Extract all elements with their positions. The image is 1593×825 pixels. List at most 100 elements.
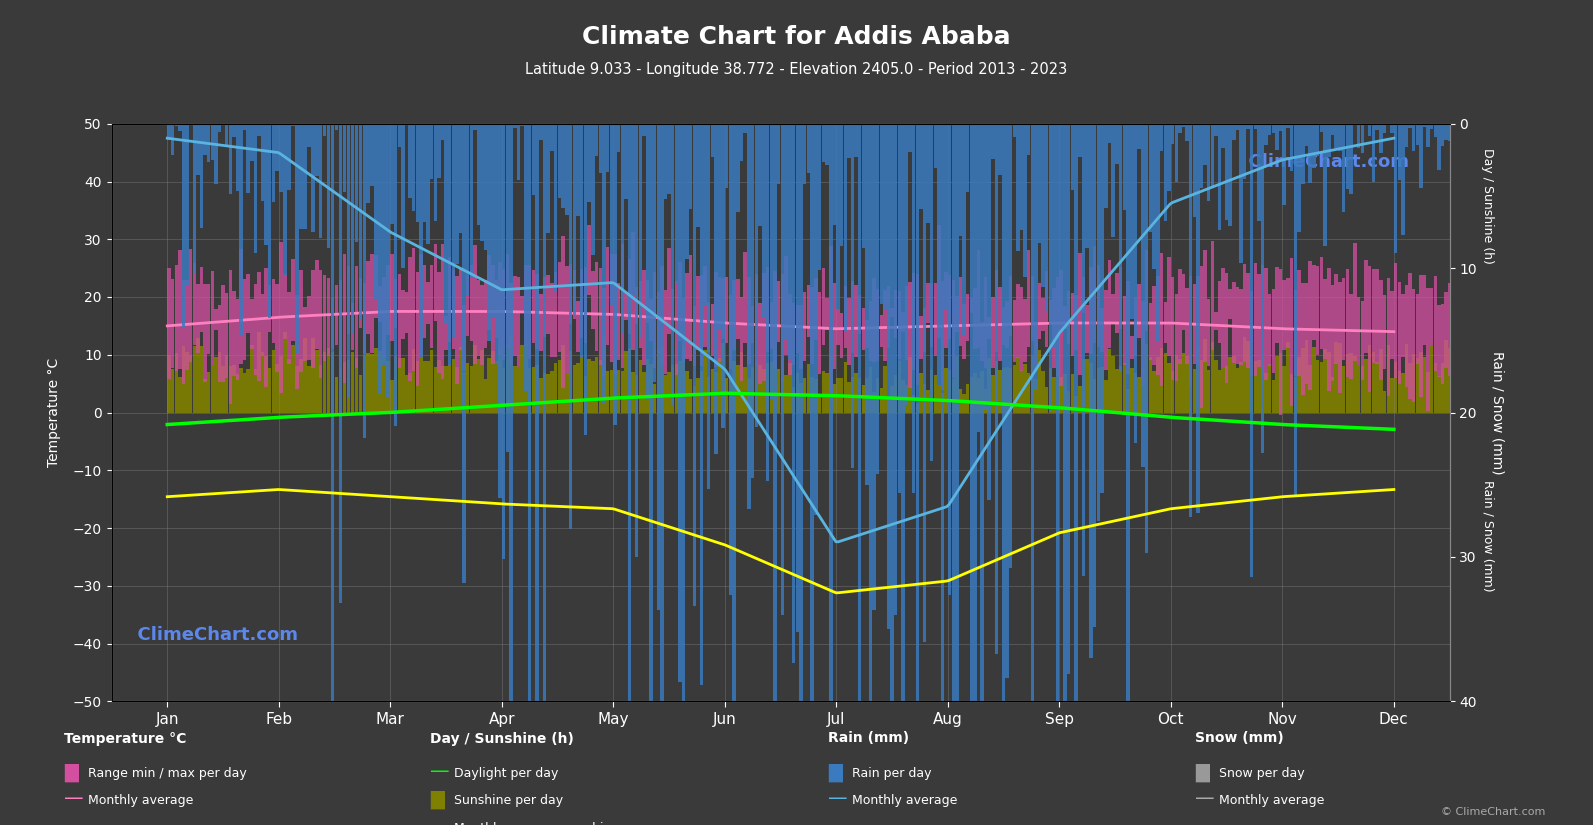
Bar xyxy=(1402,294,1405,356)
Bar xyxy=(945,124,948,309)
Bar xyxy=(800,304,803,369)
Text: Monthly average: Monthly average xyxy=(88,794,193,808)
Bar xyxy=(1391,291,1394,359)
Bar xyxy=(948,275,951,338)
Bar xyxy=(462,305,465,370)
Bar xyxy=(311,270,314,368)
Bar xyxy=(1383,391,1386,412)
Bar xyxy=(233,124,236,137)
Bar xyxy=(242,124,247,130)
Bar xyxy=(1419,352,1423,412)
Bar xyxy=(1104,124,1107,208)
Bar xyxy=(616,370,620,412)
Bar xyxy=(1200,266,1203,408)
Bar xyxy=(1185,356,1188,412)
Bar xyxy=(851,281,854,353)
Bar xyxy=(1271,124,1274,134)
Bar xyxy=(299,270,303,371)
Bar xyxy=(965,295,969,342)
Bar xyxy=(532,367,535,412)
Bar xyxy=(228,366,233,412)
Bar xyxy=(543,124,546,813)
Bar xyxy=(311,124,314,232)
Bar xyxy=(569,124,572,529)
Bar xyxy=(1179,269,1182,365)
Bar xyxy=(1502,268,1505,389)
Bar xyxy=(580,269,583,338)
Bar xyxy=(393,280,397,328)
Bar xyxy=(905,385,908,412)
Bar xyxy=(890,124,894,825)
Bar xyxy=(789,124,792,360)
Bar xyxy=(1200,361,1203,412)
Bar xyxy=(1112,294,1115,323)
Bar xyxy=(1082,124,1085,576)
Bar xyxy=(1067,390,1070,412)
Bar xyxy=(631,371,634,412)
Bar xyxy=(1327,351,1330,412)
Bar xyxy=(902,380,905,412)
Bar xyxy=(621,244,624,368)
Bar xyxy=(481,285,484,365)
Text: Temperature °C: Temperature °C xyxy=(64,732,186,746)
Bar xyxy=(1056,360,1059,412)
Bar xyxy=(1349,294,1352,380)
Bar xyxy=(1163,302,1168,343)
Bar xyxy=(1045,387,1048,412)
Bar xyxy=(1002,124,1005,768)
Bar xyxy=(583,124,588,435)
Bar xyxy=(733,361,736,412)
Bar xyxy=(1115,369,1118,412)
Bar xyxy=(1405,344,1408,412)
Bar xyxy=(1485,294,1488,372)
Bar xyxy=(430,124,433,180)
Bar xyxy=(1335,342,1338,412)
Bar xyxy=(1448,348,1451,412)
Bar xyxy=(1141,300,1145,386)
Bar xyxy=(558,124,561,198)
Bar xyxy=(1243,124,1246,179)
Bar xyxy=(844,362,847,412)
Bar xyxy=(755,124,758,427)
Bar xyxy=(1477,285,1480,398)
Bar xyxy=(653,124,656,383)
Bar xyxy=(951,280,954,378)
Bar xyxy=(1157,276,1160,375)
Bar xyxy=(685,371,688,412)
Bar xyxy=(1112,356,1115,412)
Bar xyxy=(1254,124,1257,129)
Bar xyxy=(182,124,185,327)
Bar xyxy=(736,279,739,339)
Bar xyxy=(178,377,182,412)
Bar xyxy=(1282,124,1286,205)
Bar xyxy=(473,245,476,364)
Bar xyxy=(366,261,370,333)
Bar xyxy=(1141,124,1145,467)
Bar xyxy=(190,249,193,361)
Bar xyxy=(1290,375,1294,412)
Bar xyxy=(358,279,362,328)
Bar xyxy=(374,124,378,300)
Bar xyxy=(1402,124,1405,235)
Bar xyxy=(1454,254,1459,373)
Bar xyxy=(1149,303,1152,360)
Bar xyxy=(908,357,911,412)
Bar xyxy=(750,306,755,342)
Bar xyxy=(538,124,543,139)
Bar xyxy=(315,260,319,349)
Bar xyxy=(1200,124,1203,188)
Bar xyxy=(817,124,822,270)
Bar xyxy=(427,282,430,324)
Bar xyxy=(1368,345,1372,412)
Bar xyxy=(303,338,306,412)
Bar xyxy=(610,254,613,362)
Bar xyxy=(822,124,825,162)
Bar xyxy=(390,124,393,224)
Bar xyxy=(413,124,416,211)
Bar xyxy=(250,299,253,349)
Bar xyxy=(1423,356,1426,412)
Bar xyxy=(1279,269,1282,415)
Bar xyxy=(253,369,256,412)
Bar xyxy=(956,356,959,412)
Bar xyxy=(543,373,546,412)
